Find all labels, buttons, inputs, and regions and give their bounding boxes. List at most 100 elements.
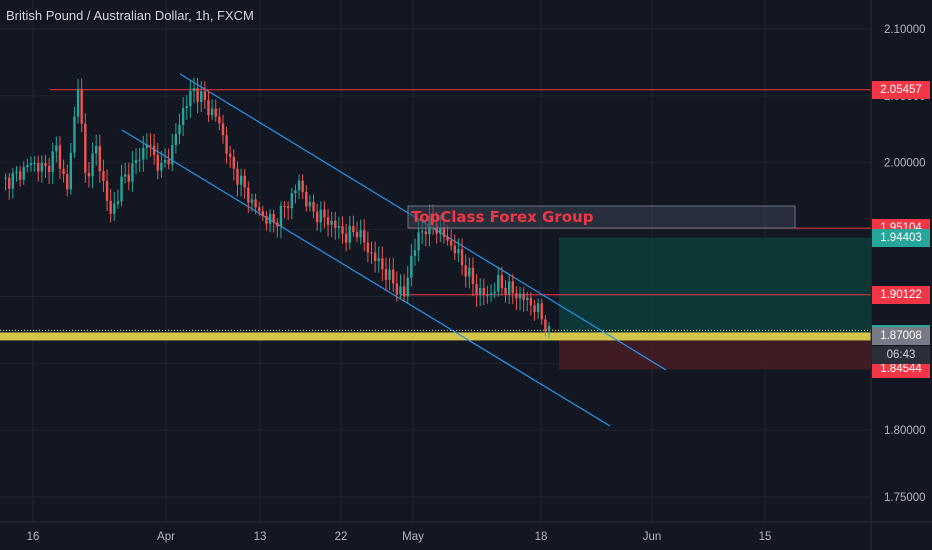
candle-body bbox=[73, 116, 76, 153]
candle-body bbox=[254, 199, 257, 208]
candle-body bbox=[439, 226, 442, 234]
candle-body bbox=[384, 269, 388, 280]
candle-body bbox=[138, 159, 141, 161]
candle-body bbox=[344, 233, 348, 243]
candle-body bbox=[218, 116, 221, 124]
candle-body bbox=[84, 123, 87, 173]
candle-body bbox=[247, 187, 250, 203]
candle-body bbox=[221, 123, 225, 136]
entry-band bbox=[0, 332, 871, 341]
candle-body bbox=[348, 225, 351, 243]
candle-body bbox=[272, 213, 275, 223]
candle-body bbox=[37, 162, 40, 172]
time-axis[interactable]: 16 Apr 13 22 May 18 Jun 15 bbox=[27, 531, 772, 543]
candle-body bbox=[341, 226, 344, 234]
y-tick-label: 1.80000 bbox=[884, 425, 926, 437]
candle-body bbox=[421, 231, 424, 233]
candle-body bbox=[203, 91, 207, 101]
price-tag: 1.84544 bbox=[872, 360, 930, 379]
candle-body bbox=[142, 147, 145, 160]
stop-loss-zone bbox=[559, 336, 871, 370]
candle-body bbox=[500, 275, 504, 288]
candle-body bbox=[145, 145, 149, 148]
candle-body bbox=[471, 267, 475, 284]
candle-body bbox=[261, 211, 265, 216]
candle-body bbox=[323, 209, 326, 218]
candle-body bbox=[355, 231, 359, 238]
candle-body bbox=[66, 174, 69, 190]
candle-body bbox=[4, 177, 7, 179]
candle-body bbox=[91, 153, 94, 177]
candle-body bbox=[290, 193, 294, 209]
candle-body bbox=[113, 203, 116, 214]
candle-body bbox=[515, 293, 518, 299]
candle-body bbox=[305, 191, 308, 207]
candle-body bbox=[47, 165, 51, 173]
x-tick-label: Jun bbox=[643, 531, 662, 543]
candle-body bbox=[134, 160, 138, 164]
candle-body bbox=[406, 277, 409, 297]
symbol-title: British Pound / Australian Dollar, 1h, F… bbox=[6, 8, 254, 23]
candle-body bbox=[359, 230, 362, 238]
candle-body bbox=[529, 297, 533, 306]
candle-body bbox=[152, 145, 156, 155]
candle-body bbox=[453, 245, 457, 254]
candle-body bbox=[319, 209, 322, 223]
candle-body bbox=[229, 153, 232, 157]
candle-body bbox=[185, 106, 188, 109]
candle-body bbox=[265, 215, 268, 224]
candle-body bbox=[250, 199, 254, 203]
annotation-box[interactable]: TopClass Forex Group bbox=[407, 205, 796, 229]
y-tick-label: 2.10000 bbox=[884, 24, 926, 36]
candle-body bbox=[388, 269, 391, 280]
candle-body bbox=[544, 319, 547, 332]
candle-body bbox=[120, 176, 123, 202]
candle-body bbox=[40, 162, 44, 172]
candle-body bbox=[413, 250, 417, 256]
candle-body bbox=[116, 201, 120, 204]
candle-body bbox=[540, 303, 543, 320]
candle-body bbox=[98, 146, 102, 171]
candle-body bbox=[457, 249, 460, 254]
candle-body bbox=[475, 283, 478, 296]
candle-body bbox=[243, 175, 246, 188]
candle-body bbox=[192, 88, 196, 92]
candle-body bbox=[326, 217, 330, 225]
candle-body bbox=[297, 180, 301, 191]
candle-body bbox=[174, 134, 178, 146]
candle-body bbox=[493, 291, 496, 294]
candle-body bbox=[276, 222, 279, 227]
candle-body bbox=[446, 236, 449, 241]
candle-body bbox=[62, 168, 65, 175]
candle-body bbox=[18, 171, 22, 180]
candle-body bbox=[334, 220, 337, 228]
candle-body bbox=[189, 91, 192, 107]
candle-body bbox=[497, 275, 500, 292]
candle-body bbox=[308, 201, 312, 207]
candle-body bbox=[181, 108, 185, 125]
candle-body bbox=[435, 223, 438, 234]
candle-body bbox=[286, 206, 290, 209]
candle-body bbox=[163, 159, 167, 163]
annotation-rect bbox=[407, 205, 796, 229]
candle-body bbox=[131, 163, 134, 182]
candle-body bbox=[486, 294, 489, 296]
candle-body bbox=[225, 135, 228, 154]
candle-body bbox=[478, 288, 482, 296]
channel-lower-line bbox=[121, 129, 611, 427]
candle-body bbox=[511, 281, 514, 294]
candle-body bbox=[312, 201, 315, 212]
candle-body bbox=[395, 283, 399, 295]
candle-body bbox=[51, 151, 54, 173]
candle-body bbox=[301, 180, 304, 192]
candle-body bbox=[167, 159, 170, 165]
candle-body bbox=[178, 124, 181, 135]
countdown-tag: 06:43 bbox=[872, 346, 930, 364]
candle-body bbox=[69, 152, 73, 190]
candle-body bbox=[460, 249, 464, 266]
candle-body bbox=[127, 174, 130, 182]
x-tick-label: 15 bbox=[759, 531, 772, 543]
candle-body bbox=[547, 326, 551, 332]
x-tick-label: 18 bbox=[535, 531, 548, 543]
